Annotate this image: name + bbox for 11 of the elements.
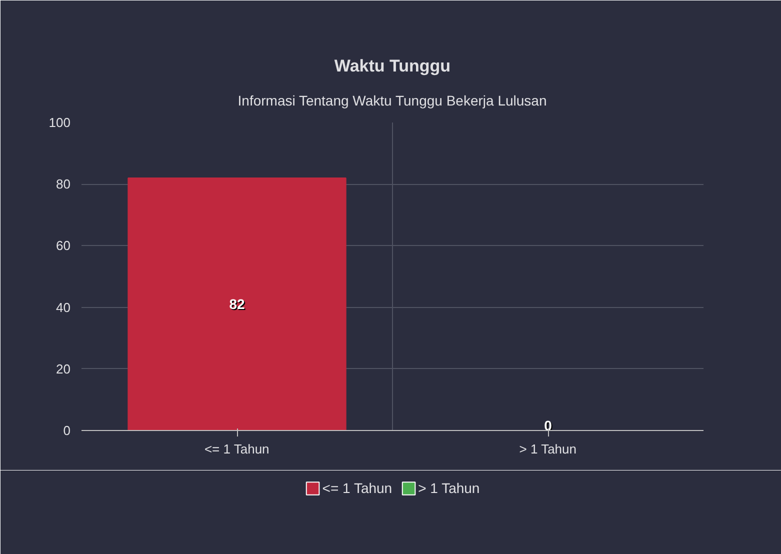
legend-label: > 1 Tahun bbox=[418, 480, 480, 496]
data-label: 82 bbox=[229, 296, 245, 312]
legend-label: <= 1 Tahun bbox=[322, 480, 392, 496]
chart-subtitle: Informasi Tentang Waktu Tunggu Bekerja Lulusan bbox=[238, 92, 547, 108]
y-tick-label: 0 bbox=[63, 423, 71, 438]
chart-title: Waktu Tunggu bbox=[334, 56, 451, 76]
y-tick-label: 80 bbox=[56, 176, 71, 192]
y-tick-label: 20 bbox=[56, 361, 71, 376]
y-tick-label: 60 bbox=[56, 238, 71, 254]
y-tick-label: 100 bbox=[48, 115, 71, 130]
y-tick-label: 40 bbox=[56, 300, 71, 315]
